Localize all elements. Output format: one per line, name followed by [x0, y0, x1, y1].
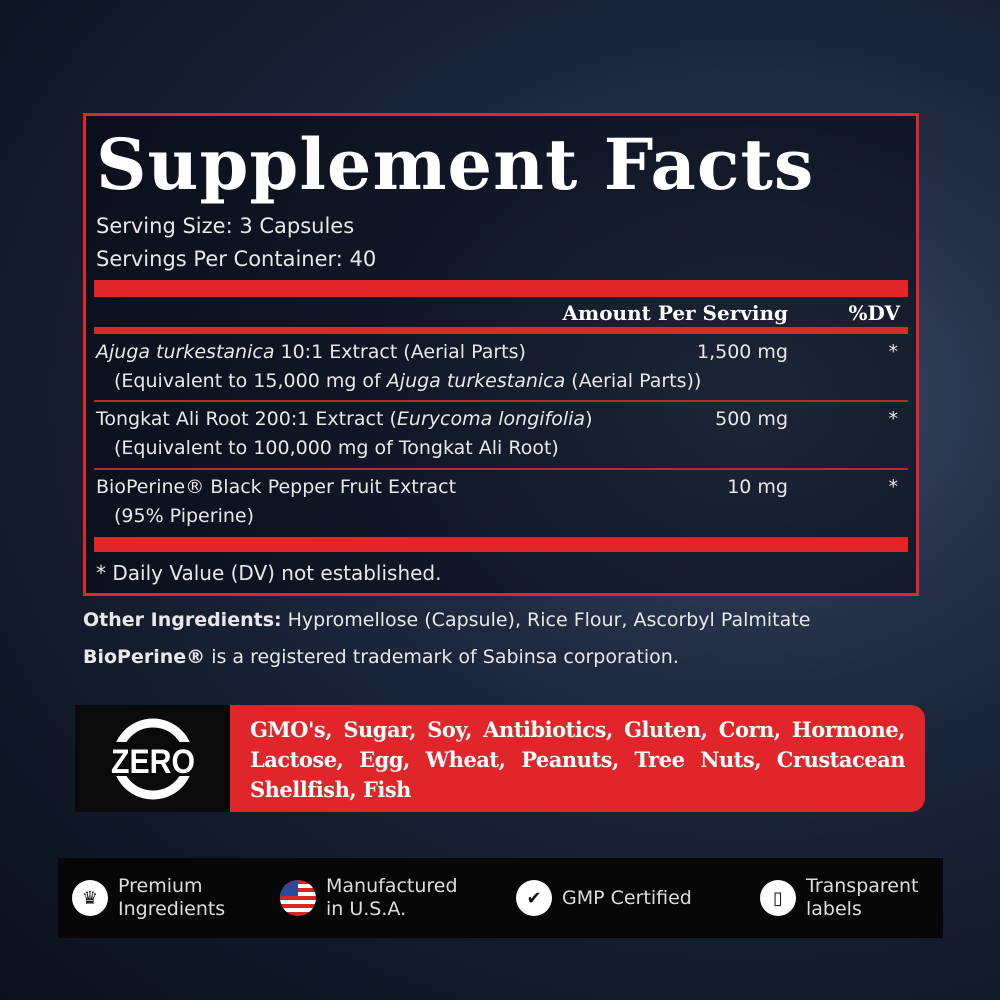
other-text: Hypromellose (Capsule), Rice Flour, Asco… — [281, 609, 811, 631]
feature-usa: Manufactured in U.S.A. — [280, 858, 458, 938]
ingredient-sub: (Aerial Parts)) — [565, 370, 702, 392]
dv: * — [888, 408, 899, 430]
feature-line: GMP Certified — [562, 886, 692, 909]
crown-icon: ♛ — [72, 880, 108, 916]
amount: 10 mg — [727, 476, 788, 498]
ingredient-name: ) — [585, 408, 593, 430]
features-bar: ♛ Premium Ingredients Manufactured in U.S.… — [58, 858, 943, 938]
ingredient-row: Tongkat Ali Root 200:1 Extract (Eurycoma… — [96, 405, 906, 463]
other-label: Other Ingredients: — [83, 609, 282, 631]
other-ingredients: Other Ingredients: Hypromellose (Capsule… — [83, 609, 810, 631]
feature-line: in U.S.A. — [326, 898, 407, 920]
trademark-note: BioPerine® is a registered trademark of … — [83, 646, 679, 668]
amount: 1,500 mg — [696, 341, 788, 363]
serving-size: Serving Size: 3 Capsules — [96, 214, 355, 238]
ingredient-sub-italic: Ajuga turkestanica — [386, 370, 566, 392]
header-dv: %DV — [848, 301, 900, 325]
feature-premium: ♛ Premium Ingredients — [72, 858, 225, 938]
feature-line: Premium — [118, 875, 203, 897]
ingredient-name: BioPerine® Black Pepper Fruit Extract — [96, 476, 457, 498]
feature-line: Ingredients — [118, 898, 226, 920]
divider-medium — [94, 327, 908, 334]
label-icon: ▯ — [760, 880, 796, 916]
ingredient-sub: (Equivalent to 100,000 mg of Tongkat Ali… — [114, 437, 559, 459]
zero-list: GMO's, Sugar, Soy, Antibiotics, Gluten, … — [230, 705, 925, 812]
row-divider — [94, 400, 908, 402]
row-divider — [94, 468, 908, 470]
supplement-facts-panel: Supplement Facts Serving Size: 3 Capsule… — [83, 113, 919, 596]
ingredient-row: BioPerine® Black Pepper Fruit Extract (9… — [96, 473, 906, 531]
footnote: * Daily Value (DV) not established. — [96, 561, 442, 585]
servings-per-container: Servings Per Container: 40 — [96, 247, 377, 271]
certified-badge-icon: ✔ — [516, 880, 552, 916]
ingredient-sub: (95% Piperine) — [114, 505, 254, 527]
trademark-text: is a registered trademark of Sabinsa cor… — [205, 646, 679, 668]
divider-thick — [94, 280, 908, 297]
ingredient-name-italic: Ajuga turkestanica — [96, 341, 275, 363]
header-amount: Amount Per Serving — [562, 301, 788, 325]
zero-badge: ZERO — [75, 705, 230, 812]
ingredient-name-italic: Eurycoma longifolia — [396, 408, 586, 430]
panel-title: Supplement Facts — [96, 123, 815, 206]
feature-gmp: ✔ GMP Certified — [516, 858, 692, 938]
ingredient-sub: (Equivalent to 15,000 mg of — [114, 370, 387, 392]
ingredient-name: 10:1 Extract (Aerial Parts) — [274, 341, 526, 363]
ingredient-row: Ajuga turkestanica 10:1 Extract (Aerial … — [96, 338, 906, 396]
feature-line: Transparent — [806, 875, 919, 897]
ingredient-name: Tongkat Ali Root 200:1 Extract ( — [96, 408, 397, 430]
dv: * — [888, 476, 899, 498]
divider-thick — [94, 537, 908, 552]
svg-text:ZERO: ZERO — [111, 743, 195, 781]
dv: * — [888, 341, 899, 363]
zero-icon: ZERO — [107, 718, 198, 799]
us-flag-icon — [280, 880, 316, 916]
trademark-bold: BioPerine® — [83, 646, 206, 668]
feature-transparent: ▯ Transparent labels — [760, 858, 919, 938]
feature-line: Manufactured — [326, 875, 458, 897]
amount: 500 mg — [715, 408, 788, 430]
feature-line: labels — [806, 898, 862, 920]
